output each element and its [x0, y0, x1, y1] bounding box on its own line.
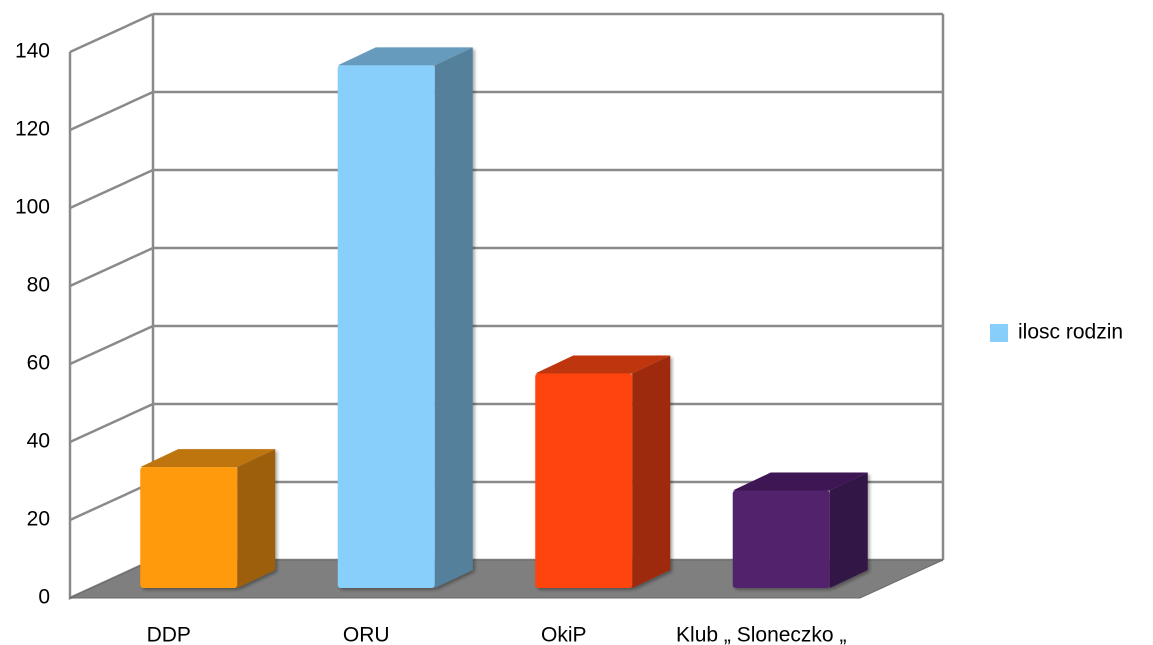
bar-front	[732, 490, 830, 588]
grid-line	[69, 480, 154, 522]
y-tick-label: 20	[27, 508, 50, 531]
bar-side	[829, 472, 868, 588]
grid-line	[69, 12, 154, 54]
floor	[69, 559, 944, 599]
bars	[140, 47, 868, 588]
y-tick-label: 120	[15, 118, 50, 141]
bar-top	[732, 472, 868, 491]
bar-front	[535, 373, 633, 588]
legend-swatch	[990, 324, 1008, 342]
bar	[732, 472, 868, 588]
grid-line	[69, 324, 154, 366]
y-tick-label: 60	[27, 352, 50, 375]
x-tick-label: Klub „ Sloneczko „	[676, 624, 846, 645]
y-tick-label: 0	[38, 586, 50, 609]
bar-side	[632, 355, 671, 588]
bar-top	[337, 47, 473, 66]
x-tick-label: ORU	[343, 624, 390, 645]
grid-line	[69, 402, 154, 444]
y-tick-label: 80	[27, 274, 50, 297]
bar	[535, 355, 671, 588]
bar-top	[535, 355, 671, 374]
y-tick-label: 40	[27, 430, 50, 453]
grid-line	[69, 90, 154, 132]
bar-front	[140, 467, 238, 588]
legend-label: ilosc rodzin	[1018, 321, 1123, 344]
x-tick-label: OkiP	[541, 624, 587, 645]
y-tick-label: 100	[15, 196, 50, 219]
grid-line	[69, 168, 154, 210]
bar-side	[237, 449, 276, 588]
bar-top	[140, 449, 276, 468]
x-tick-label: DDP	[147, 624, 191, 645]
y-tick-label: 140	[15, 40, 50, 63]
legend: ilosc rodzin	[990, 321, 1123, 344]
bar-side	[434, 47, 473, 588]
bar	[337, 47, 473, 588]
grid-line	[69, 246, 154, 288]
bar	[140, 449, 276, 588]
bar-front	[337, 65, 435, 588]
